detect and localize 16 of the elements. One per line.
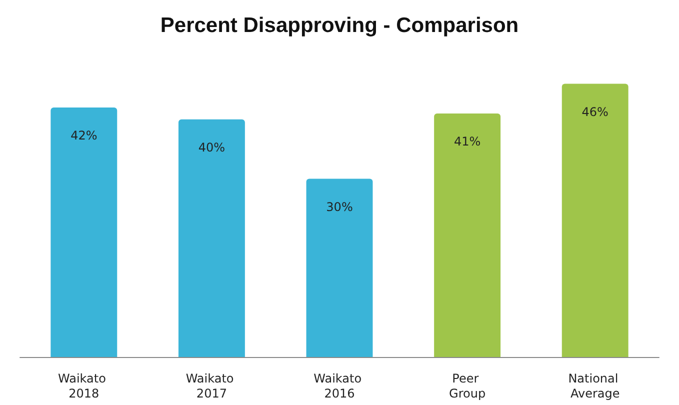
data-label: 46% [582, 104, 608, 119]
x-tick-label: National Average [568, 372, 622, 400]
x-tick-label: Waikato 2018 [58, 372, 110, 400]
data-label: 41% [454, 134, 481, 148]
bar [50, 108, 118, 357]
data-label: 30% [326, 200, 353, 214]
chart-title: Percent Disapproving - Comparison [160, 14, 519, 37]
data-label: 40% [198, 140, 226, 154]
bar [306, 178, 373, 357]
bar [178, 119, 245, 357]
bar [562, 84, 628, 357]
data-label: 42% [70, 128, 98, 143]
x-tick-label: Peer Group [449, 372, 486, 400]
x-tick-label: Waikato 2016 [314, 372, 366, 400]
bar [434, 113, 501, 357]
x-tick-label: Waikato 2017 [186, 372, 238, 400]
